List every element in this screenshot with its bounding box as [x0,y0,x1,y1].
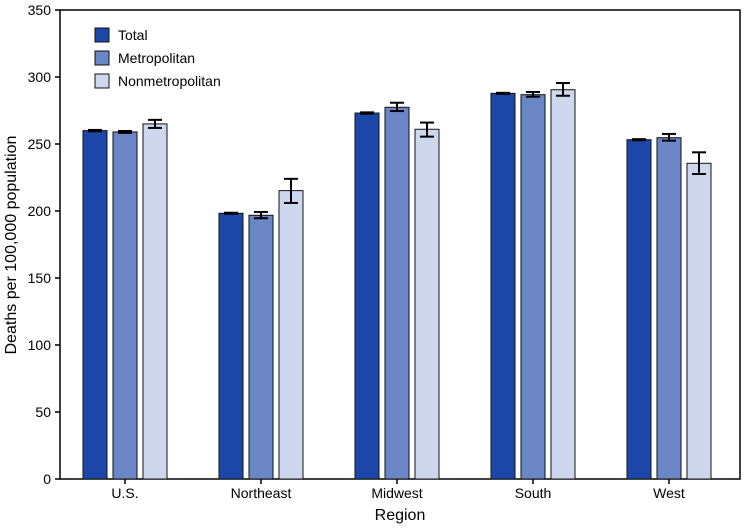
bar-metropolitan [384,106,410,480]
y-tick-label: 200 [28,203,52,219]
bar-total [626,139,652,480]
legend-swatch [94,73,110,89]
x-axis-label: Region [375,507,426,524]
legend-label: Total [118,27,148,43]
x-tick-label: South [515,485,552,501]
y-tick-label: 150 [28,270,52,286]
x-tick-label: Midwest [371,485,422,501]
bar-metropolitan [520,94,546,480]
bar-nonmetropolitan [686,162,712,480]
legend-label: Metropolitan [118,50,195,66]
legend-label: Nonmetropolitan [118,73,221,89]
bar-metropolitan [248,214,274,480]
x-tick-label: West [653,485,685,501]
legend: Total Metropolitan Nonmetropolitan [94,27,221,89]
bar-nonmetropolitan [278,190,304,480]
bar-metropolitan [656,137,682,480]
x-tick-label: U.S. [111,485,138,501]
y-tick-label: 350 [28,2,52,18]
bar-metropolitan [112,131,138,480]
bars [82,82,712,480]
bar-nonmetropolitan [414,128,440,480]
legend-swatch [94,50,110,66]
legend-swatch [94,27,110,43]
bar-total [82,130,108,480]
y-tick-label: 100 [28,337,52,353]
bar-total [354,112,380,480]
y-tick-label: 50 [35,404,51,420]
y-tick-label: 0 [43,471,51,487]
y-tick-label: 300 [28,69,52,85]
bar-total [490,92,516,480]
bar-nonmetropolitan [550,89,576,480]
bar-nonmetropolitan [142,123,168,480]
y-axis-label: Deaths per 100,000 population [3,136,20,355]
x-tick-label: Northeast [231,485,292,501]
bar-total [218,212,244,480]
y-tick-label: 250 [28,136,52,152]
